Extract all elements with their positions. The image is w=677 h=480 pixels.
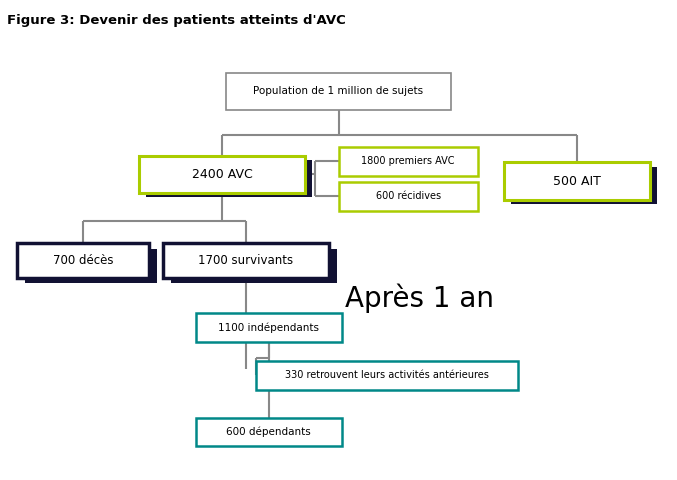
- Text: 1100 indépendants: 1100 indépendants: [219, 322, 320, 333]
- Text: 1700 survivants: 1700 survivants: [198, 254, 293, 267]
- Bar: [162, 243, 328, 278]
- Text: Après 1 an: Après 1 an: [345, 283, 494, 312]
- Bar: [511, 167, 657, 204]
- Text: 500 AIT: 500 AIT: [553, 175, 601, 188]
- Text: 2400 AVC: 2400 AVC: [192, 168, 253, 181]
- Text: Figure 3: Devenir des patients atteints d'AVC: Figure 3: Devenir des patients atteints …: [7, 14, 345, 27]
- Bar: [504, 162, 651, 200]
- Bar: [196, 313, 342, 342]
- Text: Population de 1 million de sujets: Population de 1 million de sujets: [253, 86, 424, 96]
- Text: 600 récidives: 600 récidives: [376, 192, 441, 201]
- Bar: [338, 182, 478, 211]
- Bar: [139, 156, 305, 193]
- Bar: [146, 160, 312, 197]
- Text: 700 décès: 700 décès: [53, 254, 113, 267]
- Bar: [24, 249, 157, 284]
- Text: 600 dépendants: 600 dépendants: [227, 427, 311, 437]
- Text: 1800 premiers AVC: 1800 premiers AVC: [362, 156, 455, 167]
- Bar: [17, 243, 150, 278]
- Text: 330 retrouvent leurs activités antérieures: 330 retrouvent leurs activités antérieur…: [284, 371, 489, 380]
- Bar: [225, 73, 452, 110]
- Bar: [171, 249, 336, 284]
- Bar: [338, 147, 478, 176]
- Bar: [196, 418, 342, 446]
- Bar: [256, 361, 518, 390]
